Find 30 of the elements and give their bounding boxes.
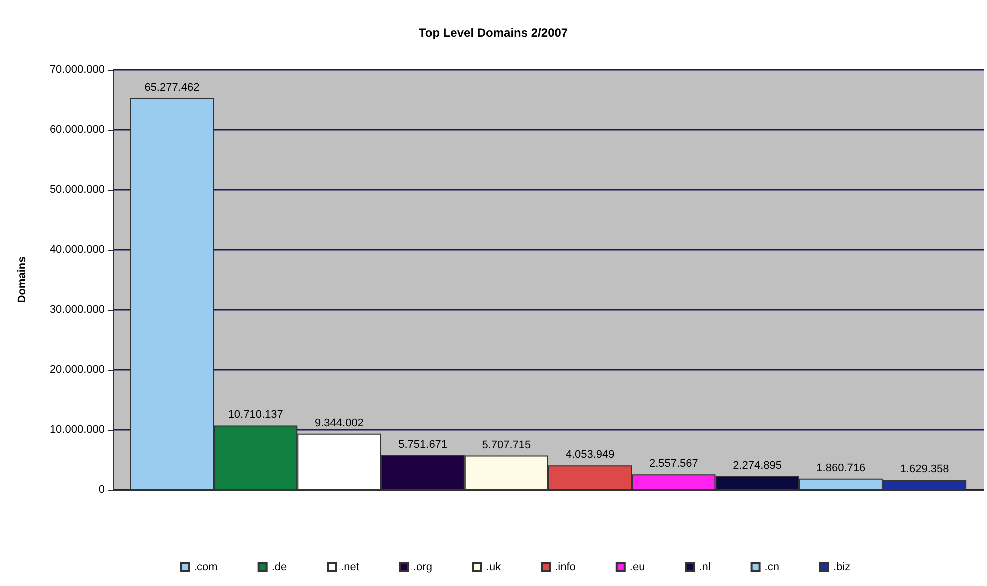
legend-label: .uk xyxy=(486,562,502,574)
data-label: 65.277.462 xyxy=(144,82,200,94)
data-label: 4.053.949 xyxy=(566,449,615,462)
chart-title: Top Level Domains 2/2007 xyxy=(418,26,568,40)
legend-label: .org xyxy=(413,562,432,574)
data-label: 10.710.137 xyxy=(228,409,284,422)
y-tick-label: 50.000.000 xyxy=(50,184,105,196)
data-label: 9.344.002 xyxy=(314,417,364,430)
legend-label: .nl xyxy=(699,562,711,574)
legend-label: .biz xyxy=(833,562,851,574)
y-tick-label: 60.000.000 xyxy=(50,124,105,136)
legend-label: .com xyxy=(194,562,218,574)
data-label: 2.274.895 xyxy=(733,460,782,472)
y-tick-label: 20.000.000 xyxy=(50,364,105,376)
data-label: 1.629.358 xyxy=(900,464,950,476)
data-label: 5.707.715 xyxy=(482,439,532,452)
y-axis-title: Domains xyxy=(16,256,28,304)
y-tick-label: 70.000.000 xyxy=(50,64,105,76)
legend-label: .net xyxy=(341,562,360,574)
y-tick-label: 0 xyxy=(98,484,105,496)
legend-label: .de xyxy=(272,562,288,574)
legend-label: .cn xyxy=(764,562,780,574)
y-tick-label: 10.000.000 xyxy=(50,424,105,436)
data-label: 1.860.716 xyxy=(816,462,866,474)
y-tick-label: 30.000.000 xyxy=(50,304,105,316)
data-label: 2.557.567 xyxy=(649,458,698,470)
legend-label: .info xyxy=(555,562,576,574)
legend-label: .eu xyxy=(630,562,646,574)
y-tick-label: 40.000.000 xyxy=(50,244,105,256)
data-label: 5.751.671 xyxy=(398,438,448,451)
